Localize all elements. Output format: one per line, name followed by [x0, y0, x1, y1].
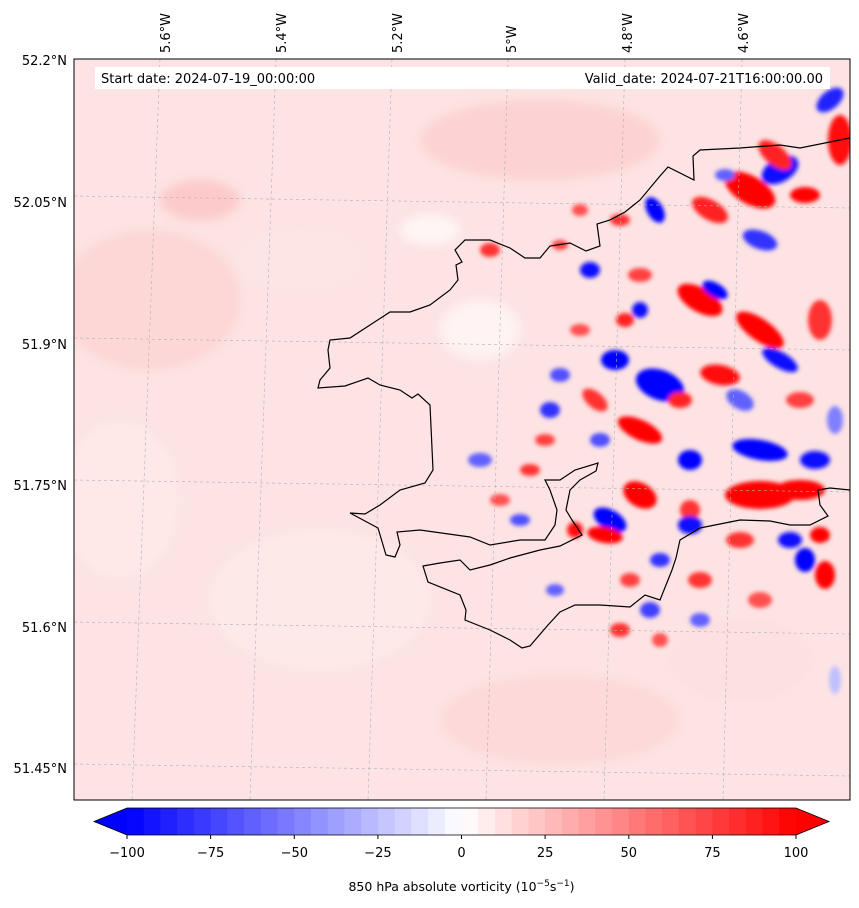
lat-label: 51.75°N [14, 479, 67, 494]
colorbar-cell [578, 808, 596, 835]
lat-label: 51.45°N [14, 762, 67, 777]
colorbar-tick-label: 0 [457, 846, 465, 861]
map-frame [73, 58, 851, 801]
colorbar-cell [779, 808, 797, 835]
colorbar-cell [361, 808, 379, 835]
colorbar-cell [444, 808, 463, 835]
colorbar-cell [227, 808, 245, 835]
lon-label: 5.4°W [275, 13, 290, 53]
colorbar: −100 −75 −50 −25 0 25 50 75 100 850 hPa … [92, 807, 831, 894]
colorbar-cell [762, 808, 780, 835]
vorticity-field [74, 59, 850, 800]
valid-date-label: Valid_date: 2024-07-21T16:00:00.00 [585, 72, 823, 87]
colorbar-tick-label: 25 [537, 846, 554, 861]
colorbar-cell [377, 808, 396, 835]
lon-label: 5.2°W [391, 13, 406, 53]
start-date-label: Start date: 2024-07-19_00:00:00 [101, 72, 315, 87]
colorbar-tick-label: 50 [621, 846, 638, 861]
colorbar-cell [478, 808, 496, 835]
convective-cells [468, 87, 850, 694]
lon-label: 5°W [505, 25, 520, 53]
date-info-box: Start date: 2024-07-19_00:00:00 Valid_da… [95, 67, 830, 89]
colorbar-cell [260, 808, 279, 835]
colorbar-tick-label: 75 [704, 846, 721, 861]
colorbar-low-extension [94, 808, 127, 835]
colorbar-cell [729, 808, 747, 835]
latitude-labels: 52.2°N 52.05°N 51.9°N 51.75°N 51.6°N 51.… [14, 54, 67, 777]
colorbar-tick-label: −100 [109, 846, 145, 861]
colorbar-cell [428, 808, 446, 835]
colorbar-cells [127, 808, 797, 835]
colorbar-cell [712, 808, 730, 835]
colorbar-tick-label: −75 [197, 846, 224, 861]
lat-label: 51.6°N [22, 621, 67, 636]
lon-label: 5.6°W [159, 13, 174, 53]
colorbar-cell [595, 808, 613, 835]
colorbar-cell [344, 808, 362, 835]
colorbar-cell [545, 808, 563, 835]
colorbar-cell [193, 808, 212, 835]
colorbar-cell [160, 808, 178, 835]
colorbar-cell [461, 808, 479, 835]
colorbar-tick-label: 100 [784, 846, 809, 861]
colorbar-tick-labels: −100 −75 −50 −25 0 25 50 75 100 [109, 846, 808, 861]
colorbar-cell [294, 808, 312, 835]
colorbar-cell [528, 808, 546, 835]
colorbar-cell [143, 808, 162, 835]
colorbar-cell [127, 808, 145, 835]
colorbar-cell [310, 808, 329, 835]
lat-label: 51.9°N [22, 338, 67, 353]
colorbar-cell [695, 808, 713, 835]
field-texture [74, 100, 810, 765]
lat-label: 52.05°N [14, 196, 67, 211]
colorbar-tick-label: −25 [364, 846, 391, 861]
lat-label: 52.2°N [22, 54, 67, 69]
colorbar-high-extension [796, 808, 829, 835]
colorbar-cell [210, 808, 228, 835]
colorbar-cell [244, 808, 262, 835]
colorbar-cell [561, 808, 580, 835]
colorbar-cell [511, 808, 529, 835]
lon-label: 4.8°W [621, 13, 636, 53]
colorbar-cell [277, 808, 295, 835]
colorbar-cell [394, 808, 412, 835]
colorbar-cell [494, 808, 513, 835]
colorbar-cell [177, 808, 195, 835]
colorbar-cell [678, 808, 697, 835]
colorbar-label: 850 hPa absolute vorticity (10−5s−1) [348, 879, 574, 894]
colorbar-cell [411, 808, 429, 835]
colorbar-cell [745, 808, 764, 835]
colorbar-cell [662, 808, 680, 835]
colorbar-cell [645, 808, 663, 835]
longitude-labels: 5.6°W 5.4°W 5.2°W 5°W 4.8°W 4.6°W [159, 13, 752, 53]
colorbar-cell [612, 808, 630, 835]
coastline [317, 137, 850, 649]
colorbar-ticks [126, 835, 797, 839]
colorbar-cell [327, 808, 346, 835]
colorbar-tick-label: −50 [281, 846, 308, 861]
lon-label: 4.6°W [737, 13, 752, 53]
colorbar-cell [628, 808, 647, 835]
